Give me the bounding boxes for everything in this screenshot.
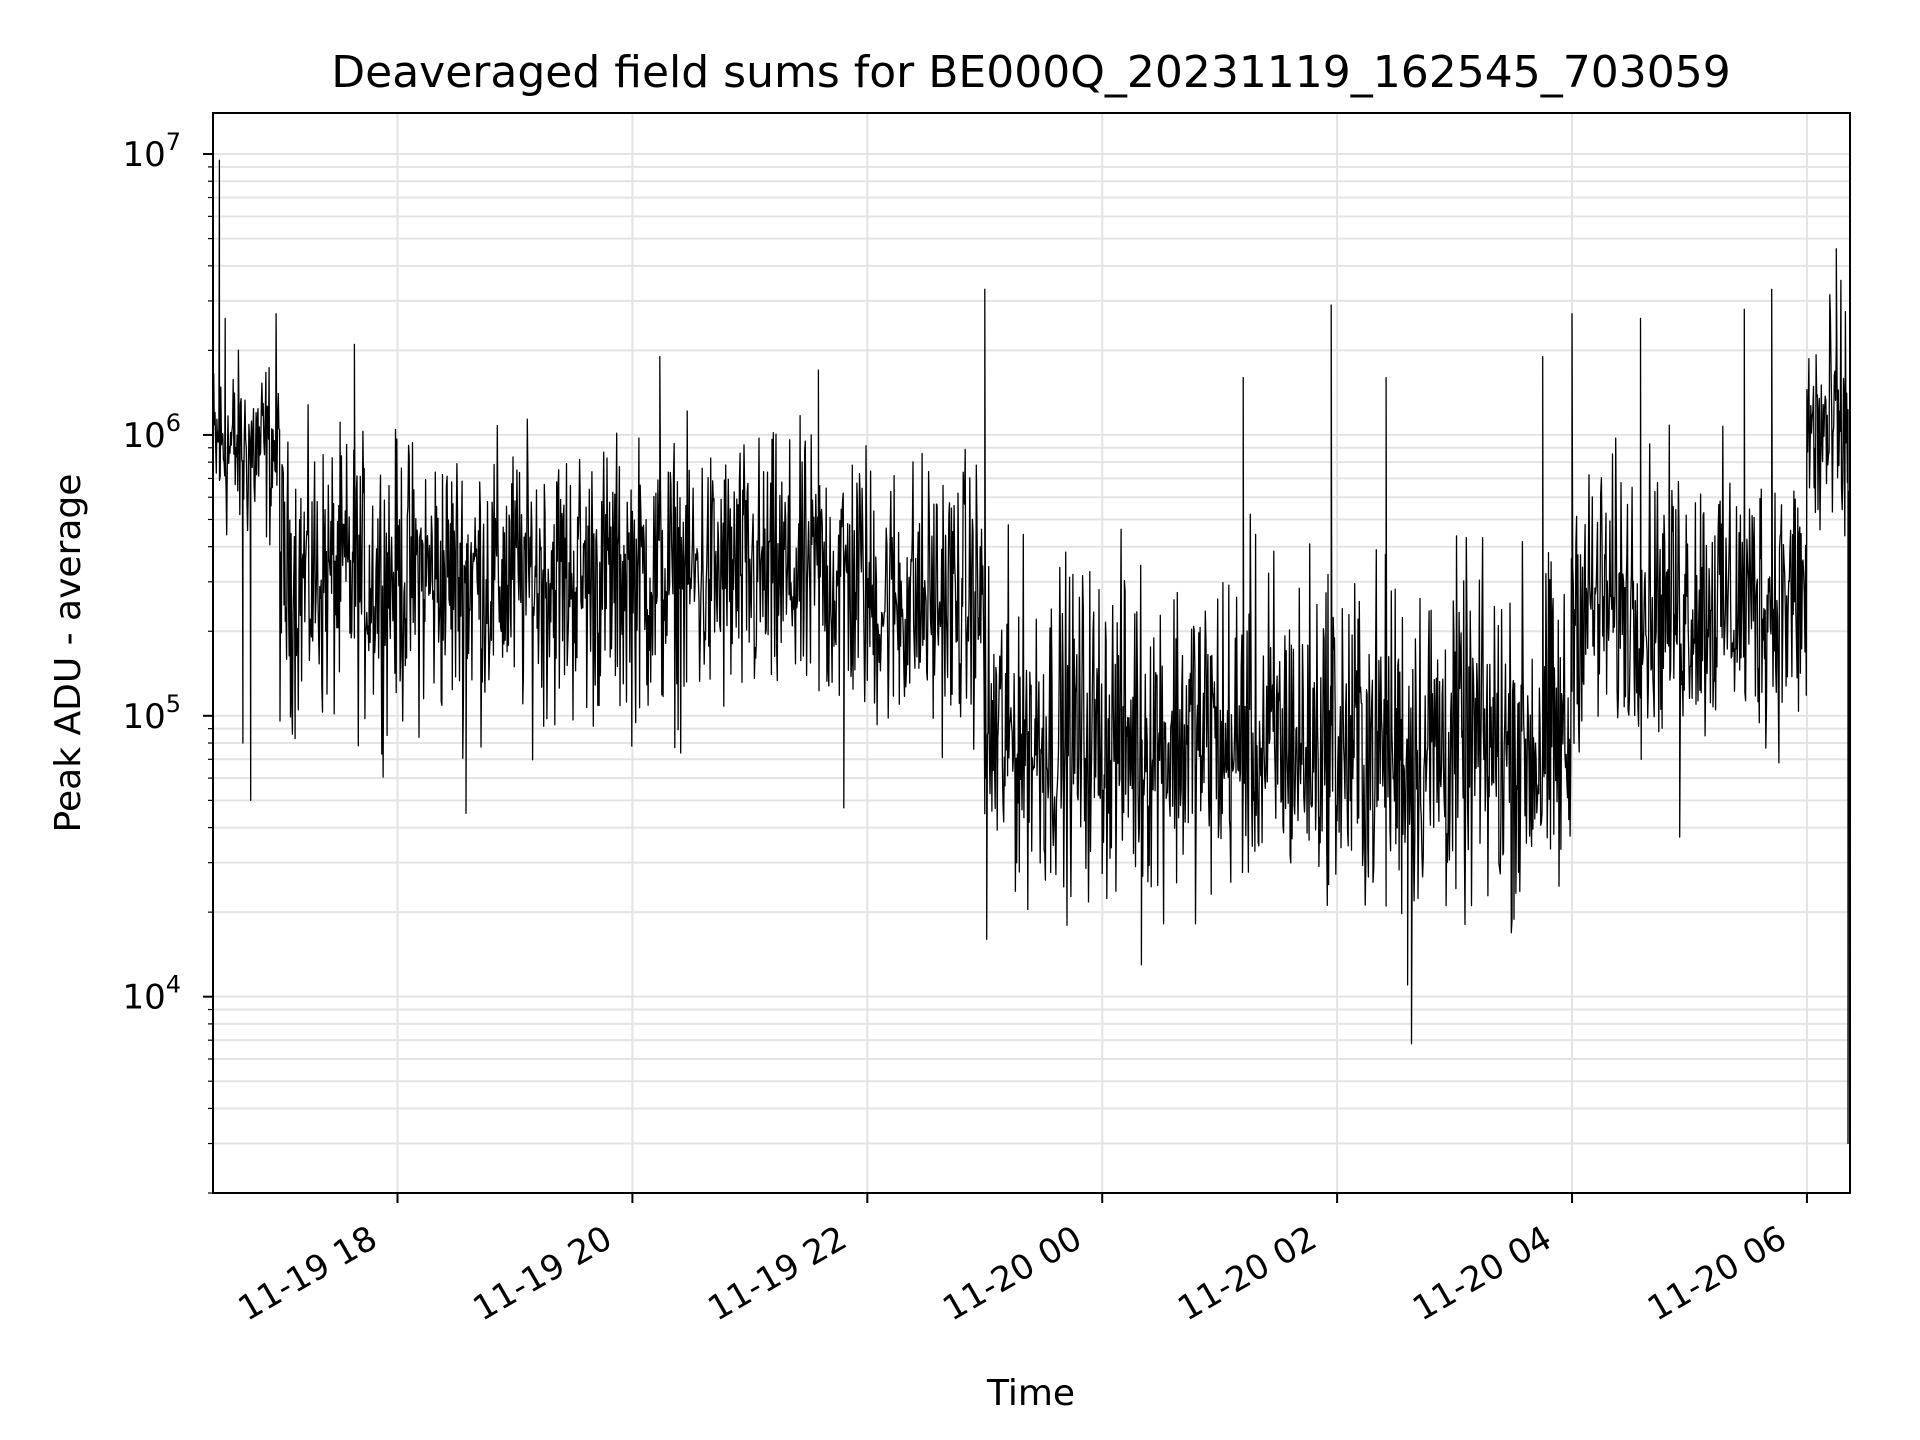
y-tick-label-base: 10 <box>122 697 165 737</box>
y-tick-label-exponent: 6 <box>166 409 181 437</box>
y-tick-label-base: 10 <box>122 978 165 1018</box>
y-tick-label-base: 10 <box>122 416 165 456</box>
y-tick-label-exponent: 4 <box>166 971 181 999</box>
y-axis-label: Peak ADU - average <box>48 474 89 833</box>
y-tick-label-base: 10 <box>122 135 165 175</box>
x-axis-label: Time <box>986 1373 1075 1414</box>
axes-frame <box>212 112 1851 1194</box>
plot-area <box>212 159 1850 1145</box>
y-tick-label-exponent: 7 <box>166 128 181 156</box>
y-tick-label-exponent: 5 <box>166 690 181 718</box>
y-tick-label: 104 <box>122 971 181 1018</box>
y-tick-label: 107 <box>122 128 181 175</box>
y-tick-label: 106 <box>122 409 181 456</box>
chart-title: Deaveraged field sums for BE000Q_2023111… <box>331 47 1730 98</box>
y-tick-label: 105 <box>122 690 181 737</box>
series-line <box>212 159 1850 1145</box>
